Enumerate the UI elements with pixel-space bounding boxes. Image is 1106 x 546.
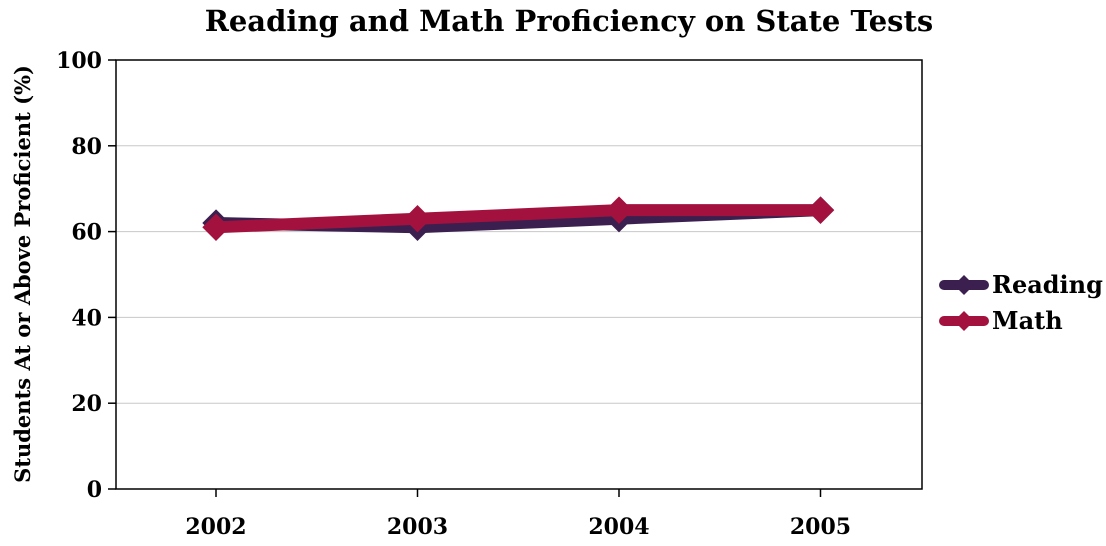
plot-frame [115, 59, 923, 490]
legend-label: Reading [992, 270, 1103, 299]
y-tick-label: 60 [71, 220, 102, 246]
data-point-math [806, 196, 835, 224]
data-point-math [605, 196, 633, 224]
y-tick-label: 20 [71, 391, 102, 417]
y-tick-labels: 0 20 40 60 80 100 [56, 48, 102, 503]
series-line-math [210, 204, 827, 234]
legend-marker [954, 275, 974, 295]
legend-label: Math [992, 306, 1063, 335]
y-axis-label: Students At or Above Proficient (%) [10, 65, 35, 483]
legend-marker [954, 311, 974, 331]
y-tick-label: 0 [87, 477, 102, 503]
y-tick-label: 40 [71, 305, 102, 331]
y-tick-label: 100 [56, 48, 102, 74]
x-tick-label: 2004 [588, 514, 649, 540]
x-tick-label: 2002 [185, 514, 246, 540]
chart-title: Reading and Math Proficiency on State Te… [205, 4, 933, 38]
series-math [202, 196, 835, 242]
y-tick-label: 80 [71, 134, 102, 160]
x-tick-labels: 2002 2003 2004 2005 [185, 514, 851, 540]
data-point-math [403, 205, 432, 233]
legend-item-math: Math [939, 306, 1063, 335]
data-point-math [202, 213, 230, 242]
x-tick-label: 2003 [387, 514, 448, 540]
axes [108, 59, 923, 497]
legend: Reading Math [939, 270, 1103, 335]
legend-item-reading: Reading [939, 270, 1103, 299]
x-tick-label: 2005 [790, 514, 851, 540]
series-lines [202, 196, 835, 242]
gridlines [116, 145, 922, 404]
